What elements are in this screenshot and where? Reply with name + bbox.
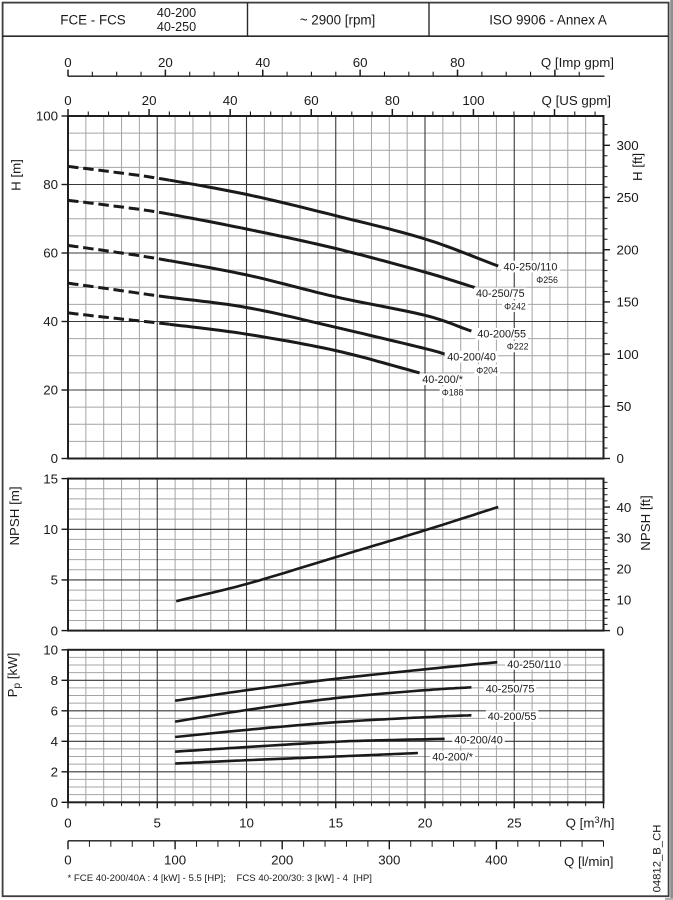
svg-text:40: 40: [43, 314, 58, 329]
svg-text:40-250/75: 40-250/75: [476, 288, 525, 300]
svg-text:80: 80: [385, 93, 400, 108]
svg-text:40-200/*: 40-200/*: [432, 751, 474, 763]
svg-text:10: 10: [43, 522, 58, 537]
svg-text:40-200/*: 40-200/*: [422, 374, 464, 386]
svg-text:4: 4: [51, 734, 58, 749]
svg-text:20: 20: [617, 562, 632, 577]
svg-text:40-200: 40-200: [157, 6, 196, 20]
svg-text:0: 0: [617, 623, 624, 638]
svg-text:* FCE 40-200/40A : 4 [kW] - 5.: * FCE 40-200/40A : 4 [kW] - 5.5 [HP]; FC…: [68, 873, 372, 884]
svg-text:30: 30: [617, 531, 632, 546]
svg-text:~ 2900 [rpm]: ~ 2900 [rpm]: [300, 13, 376, 28]
svg-text:100: 100: [164, 853, 186, 868]
svg-text:40-200/40: 40-200/40: [454, 734, 503, 746]
svg-text:H [m]: H [m]: [9, 159, 24, 191]
svg-text:0: 0: [51, 623, 58, 638]
svg-text:40-200/55: 40-200/55: [488, 711, 537, 723]
svg-text:5: 5: [51, 573, 58, 588]
svg-text:40-250/75: 40-250/75: [486, 683, 535, 695]
svg-text:Φ256: Φ256: [536, 275, 558, 285]
svg-text:300: 300: [617, 138, 639, 153]
svg-text:NPSH [ft]: NPSH [ft]: [638, 495, 653, 550]
svg-text:80: 80: [43, 177, 58, 192]
svg-text:04812_B_CH: 04812_B_CH: [652, 825, 664, 893]
svg-text:100: 100: [462, 93, 484, 108]
svg-text:200: 200: [271, 853, 293, 868]
svg-text:0: 0: [64, 55, 71, 70]
svg-text:10: 10: [617, 592, 632, 607]
svg-text:20: 20: [158, 55, 173, 70]
svg-text:40-200/40: 40-200/40: [447, 352, 496, 364]
svg-text:ISO 9906 - Annex A: ISO 9906 - Annex A: [489, 13, 607, 28]
svg-text:10: 10: [43, 643, 58, 658]
svg-text:2: 2: [51, 765, 58, 780]
svg-text:40-250: 40-250: [157, 20, 196, 34]
svg-text:FCE - FCS: FCE - FCS: [60, 13, 126, 28]
svg-text:Q [Imp gpm]: Q [Imp gpm]: [541, 55, 614, 70]
svg-text:60: 60: [43, 246, 58, 261]
svg-text:60: 60: [353, 55, 368, 70]
svg-text:0: 0: [51, 795, 58, 810]
svg-text:40: 40: [255, 55, 270, 70]
svg-text:25: 25: [507, 815, 522, 830]
svg-text:20: 20: [142, 93, 157, 108]
svg-text:0: 0: [64, 93, 71, 108]
svg-text:Q [US gpm]: Q [US gpm]: [542, 93, 611, 108]
svg-text:10: 10: [239, 815, 254, 830]
svg-text:50: 50: [617, 399, 632, 414]
svg-text:150: 150: [617, 295, 639, 310]
svg-text:40-250/110: 40-250/110: [504, 261, 558, 273]
svg-text:8: 8: [51, 673, 58, 688]
svg-text:400: 400: [485, 853, 507, 868]
svg-text:250: 250: [617, 190, 639, 205]
svg-text:15: 15: [328, 815, 343, 830]
svg-text:20: 20: [43, 383, 58, 398]
svg-text:Q [l/min]: Q [l/min]: [564, 854, 614, 869]
svg-text:Φ222: Φ222: [507, 342, 529, 352]
svg-text:NPSH [m]: NPSH [m]: [7, 486, 22, 545]
svg-text:200: 200: [617, 242, 639, 257]
svg-text:40-200/55: 40-200/55: [477, 329, 526, 341]
svg-text:20: 20: [418, 815, 433, 830]
svg-text:60: 60: [304, 93, 319, 108]
svg-text:Φ204: Φ204: [476, 365, 498, 375]
svg-text:0: 0: [64, 853, 71, 868]
svg-text:40: 40: [617, 500, 632, 515]
svg-text:0: 0: [617, 451, 624, 466]
svg-text:6: 6: [51, 704, 58, 719]
svg-text:100: 100: [36, 109, 58, 124]
svg-text:0: 0: [51, 451, 58, 466]
svg-text:100: 100: [617, 347, 639, 362]
svg-text:H [ft]: H [ft]: [630, 153, 645, 181]
svg-text:300: 300: [378, 853, 400, 868]
svg-text:40: 40: [223, 93, 238, 108]
svg-text:80: 80: [450, 55, 465, 70]
svg-text:Φ188: Φ188: [442, 388, 464, 398]
svg-text:Φ242: Φ242: [504, 301, 526, 311]
svg-text:40-250/110: 40-250/110: [507, 659, 561, 671]
svg-text:5: 5: [154, 815, 161, 830]
svg-text:Q [m3/h]: Q [m3/h]: [566, 815, 615, 831]
svg-text:15: 15: [43, 471, 58, 486]
svg-text:0: 0: [64, 815, 71, 830]
